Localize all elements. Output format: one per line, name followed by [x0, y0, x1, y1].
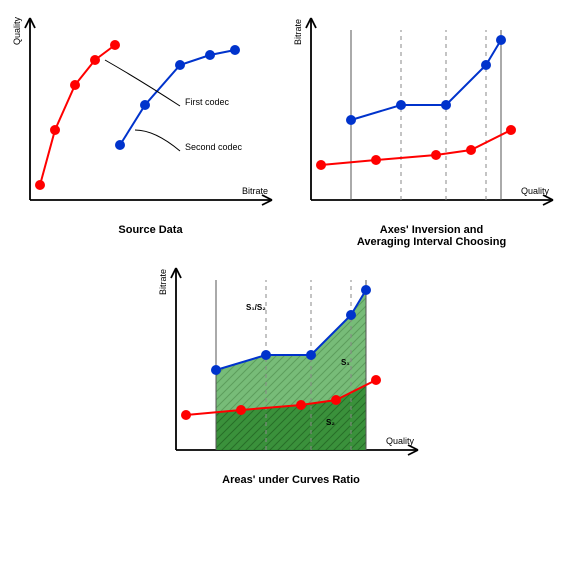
axis-label-y: Bitrate: [293, 19, 303, 45]
source-panel-chart: Quality Bitrate First codec Second codec: [10, 10, 280, 220]
inversion-blue-line: [351, 40, 501, 120]
axis-label-x: Bitrate: [242, 186, 268, 196]
axis-label-y: Quality: [12, 16, 22, 45]
label-s1-s2-ratio: S₁/S₂: [246, 303, 266, 312]
label-s2: S₂: [326, 418, 335, 427]
inversion-panel-caption: Axes' Inversion andAveraging Interval Ch…: [291, 220, 562, 260]
areas-panel: Bitrate Quality S₁/S₂ S₁ S₂ Areas' under Curv…: [156, 260, 426, 498]
axis-label-y: Bitrate: [158, 269, 168, 295]
inversion-panel: Bitrate Quality Axes' Inversion andAveragi…: [291, 10, 562, 260]
axis-label-x: Quality: [386, 436, 415, 446]
annotation-second-codec: Second codec: [185, 142, 243, 152]
label-s1: S₁: [341, 358, 350, 367]
source-red-line: [40, 45, 115, 185]
axis-label-x: Quality: [521, 186, 550, 196]
source-panel-caption: Source Data: [10, 220, 291, 248]
annotation-first-codec: First codec: [185, 97, 230, 107]
source-panel: Quality Bitrate First codec Second codec Sou…: [10, 10, 291, 260]
areas-panel-caption: Areas' under Curves Ratio: [156, 470, 426, 498]
areas-panel-chart: Bitrate Quality S₁/S₂ S₁ S₂: [156, 260, 426, 470]
inversion-red-line: [321, 130, 511, 165]
inversion-panel-chart: Bitrate Quality: [291, 10, 561, 220]
